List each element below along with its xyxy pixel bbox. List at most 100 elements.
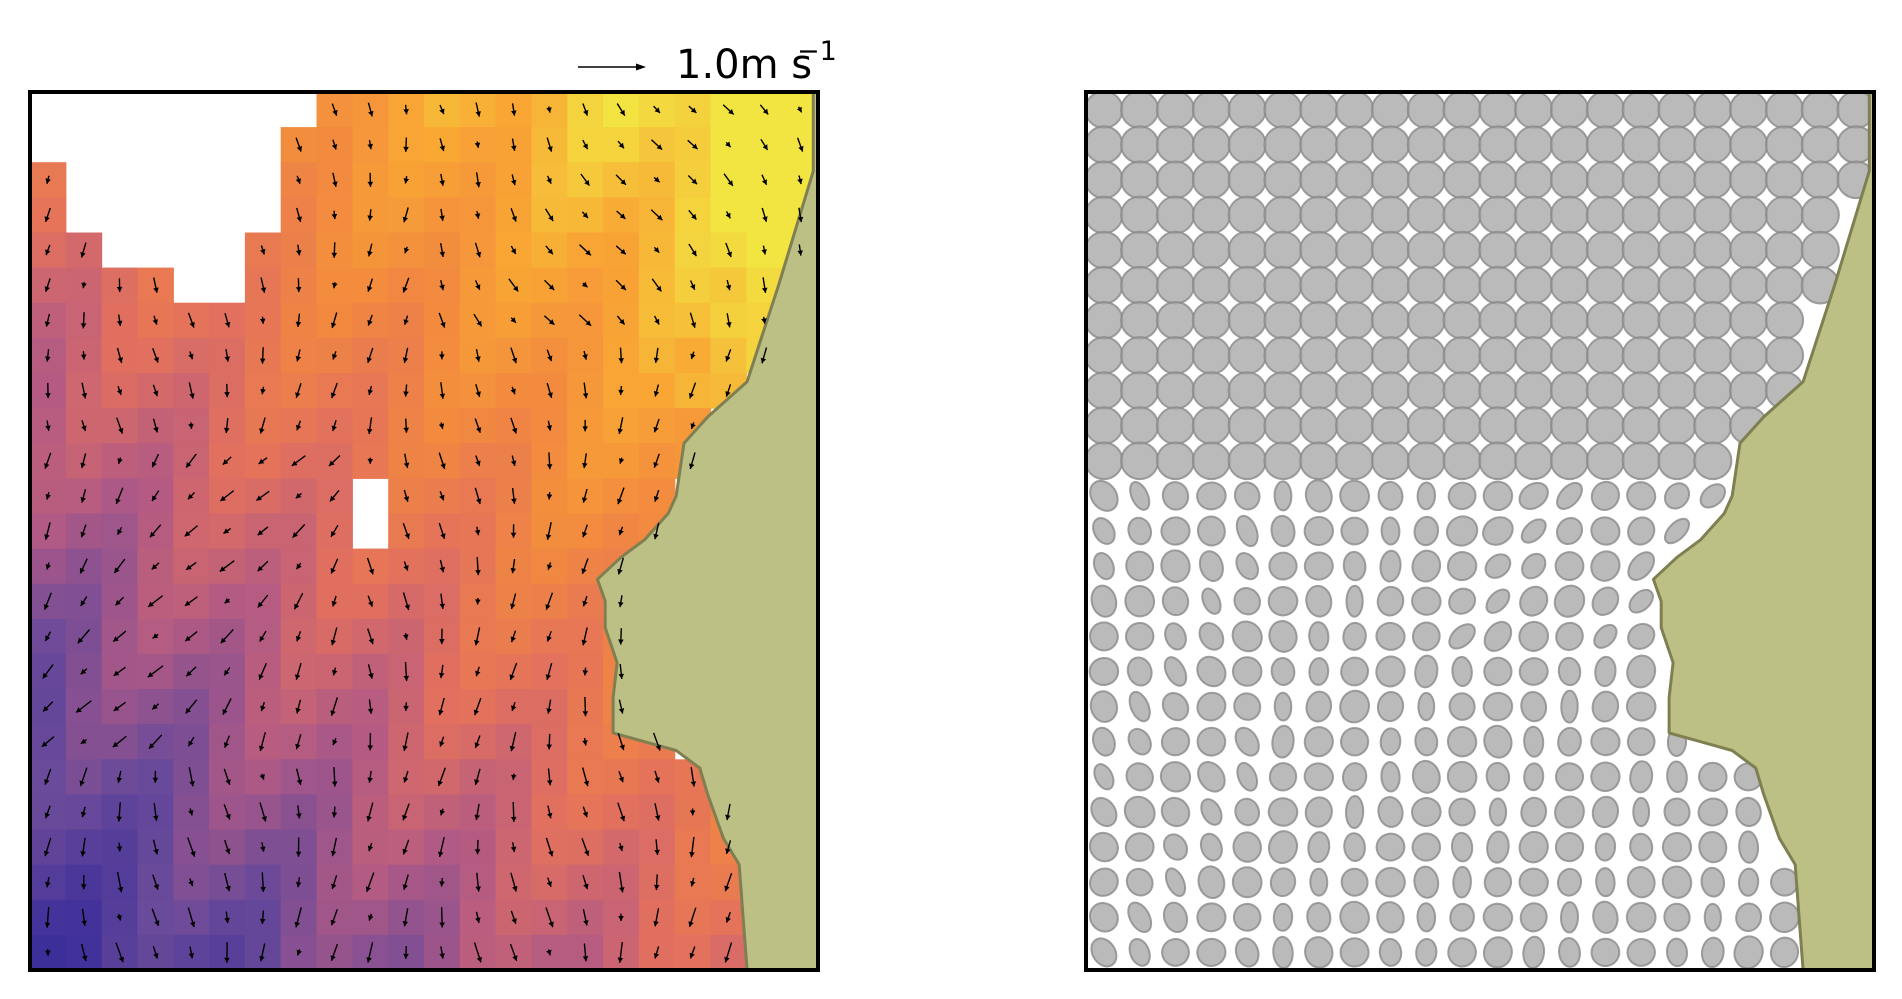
velocity-arrowhead xyxy=(619,319,625,325)
tidal-ellipse xyxy=(1088,831,1119,863)
tidal-ellipse xyxy=(1125,550,1155,582)
velocity-arrowhead xyxy=(474,142,481,148)
land-polygon xyxy=(595,92,818,970)
tidal-ellipse xyxy=(1729,371,1769,410)
velocity-arrowhead xyxy=(475,391,481,397)
velocity-arrowhead xyxy=(330,639,337,646)
velocity-arrowhead xyxy=(259,635,265,642)
velocity-arrowhead xyxy=(184,531,191,537)
tidal-ellipse xyxy=(1663,482,1691,510)
tidal-ellipse xyxy=(1268,551,1298,581)
velocity-arrowhead xyxy=(190,851,196,857)
tidal-ellipse xyxy=(1335,230,1375,270)
velocity-arrowhead xyxy=(79,780,85,787)
tidal-ellipse xyxy=(1090,937,1118,968)
tidal-ellipse xyxy=(1693,92,1733,129)
velocity-arrowhead xyxy=(80,600,86,606)
tidal-ellipse xyxy=(1621,92,1661,129)
tidal-ellipse xyxy=(1478,336,1518,375)
velocity-arrowhead xyxy=(45,494,51,500)
tidal-ellipse xyxy=(1307,831,1331,864)
tidal-ellipse xyxy=(1693,265,1733,305)
tidal-ellipse xyxy=(1520,690,1548,723)
tidal-ellipse xyxy=(1445,515,1479,547)
tidal-ellipse xyxy=(1191,125,1232,164)
tidal-ellipse xyxy=(1089,690,1119,723)
tidal-ellipse xyxy=(1585,230,1626,270)
velocity-arrowhead xyxy=(259,318,266,324)
tidal-ellipse xyxy=(1621,125,1661,164)
velocity-arrowhead xyxy=(152,633,159,639)
velocity-arrowhead xyxy=(259,918,266,924)
velocity-arrowhead xyxy=(366,957,372,963)
tidal-ellipse xyxy=(1518,830,1549,864)
velocity-arrowhead xyxy=(222,709,228,715)
velocity-arrowhead xyxy=(725,284,732,291)
tidal-ellipse xyxy=(1626,654,1657,689)
velocity-arrowhead xyxy=(511,427,518,434)
tidal-ellipse xyxy=(1406,92,1446,129)
velocity-arrowhead xyxy=(117,357,123,363)
velocity-arrowhead xyxy=(294,921,300,928)
tidal-ellipse xyxy=(1370,125,1411,164)
velocity-arrowhead xyxy=(404,533,410,539)
tidal-ellipse xyxy=(1442,301,1482,340)
tidal-ellipse xyxy=(1191,230,1232,270)
tidal-ellipse xyxy=(1657,441,1697,481)
velocity-arrowhead xyxy=(367,745,373,751)
velocity-arrowhead xyxy=(153,357,159,363)
tidal-ellipse xyxy=(1518,620,1550,652)
velocity-arrowhead xyxy=(546,464,553,470)
velocity-arrowhead xyxy=(402,884,408,890)
tidal-ellipse xyxy=(1191,195,1232,235)
velocity-arrowhead xyxy=(330,322,337,328)
velocity-arrowhead xyxy=(512,886,518,892)
land-polygon-right xyxy=(1651,92,1874,970)
tidal-ellipse xyxy=(1666,760,1688,794)
velocity-arrows xyxy=(41,102,804,963)
tidal-ellipse xyxy=(1590,550,1621,582)
velocity-arrowhead xyxy=(295,743,301,750)
velocity-arrowhead xyxy=(76,707,82,713)
velocity-arrowhead xyxy=(584,180,590,186)
velocity-arrowhead xyxy=(618,358,624,364)
velocity-arrowhead xyxy=(295,392,301,398)
velocity-arrowhead xyxy=(546,425,553,431)
velocity-arrowhead xyxy=(653,357,660,363)
velocity-arrowhead xyxy=(762,108,769,115)
tidal-ellipse xyxy=(1232,831,1262,863)
tidal-ellipse xyxy=(1406,265,1446,305)
tidal-ellipse xyxy=(1448,797,1476,827)
tidal-ellipse xyxy=(1342,621,1367,651)
tidal-ellipse xyxy=(1234,726,1260,757)
tidal-ellipse xyxy=(1621,195,1661,235)
tidal-ellipse xyxy=(1478,301,1518,340)
velocity-arrowhead xyxy=(184,600,191,606)
tidal-ellipse xyxy=(1227,230,1267,270)
tidal-ellipse xyxy=(1303,551,1334,581)
velocity-arrowhead xyxy=(509,745,516,752)
tidal-ellipse xyxy=(1585,336,1626,375)
tidal-ellipse xyxy=(1478,406,1518,445)
velocity-arrowhead xyxy=(294,603,300,610)
tidal-ellipse xyxy=(1416,902,1437,933)
velocity-arrowhead xyxy=(225,885,231,892)
tidal-ellipse xyxy=(1626,481,1657,511)
velocity-arrowhead xyxy=(619,109,625,116)
tidal-ellipse xyxy=(1227,406,1267,445)
tidal-ellipse xyxy=(1554,551,1585,581)
velocity-arrowhead xyxy=(653,426,659,433)
tidal-ellipse xyxy=(1086,406,1124,445)
tidal-ellipse xyxy=(1092,517,1116,545)
tidal-ellipse xyxy=(1125,621,1155,651)
velocity-arrowhead xyxy=(152,704,158,710)
velocity-arrowhead xyxy=(113,670,120,676)
velocity-arrowhead xyxy=(367,250,373,257)
velocity-arrowhead xyxy=(653,533,659,540)
velocity-arrowhead xyxy=(724,956,730,963)
velocity-arrowhead xyxy=(404,604,410,610)
velocity-arrowhead xyxy=(583,883,589,890)
velocity-arrowhead xyxy=(510,846,517,852)
tidal-ellipse xyxy=(1764,265,1805,305)
velocity-arrowhead xyxy=(296,216,302,222)
